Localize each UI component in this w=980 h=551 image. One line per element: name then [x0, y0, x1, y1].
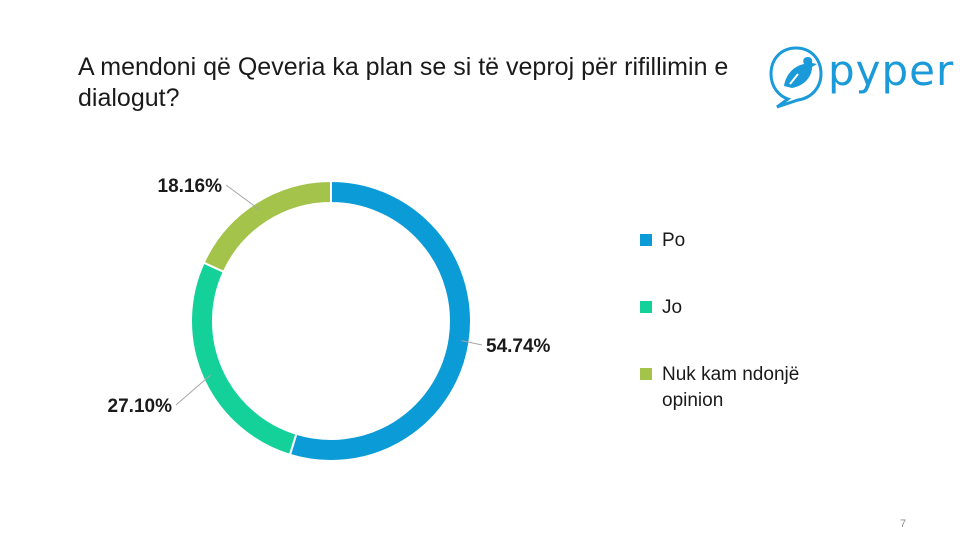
donut-chart: 54.74% 27.10% 18.16%: [108, 176, 551, 462]
slice-jo: [190, 261, 298, 457]
pyper-logo: pyper: [768, 44, 968, 114]
legend-item-jo: Jo: [640, 295, 860, 321]
legend-swatch: [640, 234, 652, 246]
data-label: 54.74%: [486, 336, 551, 357]
slice-po: [288, 179, 472, 462]
legend-swatch: [640, 368, 652, 380]
page-number: 7: [900, 518, 907, 530]
legend-item-no-opinion: Nuk kam ndonjë opinion: [640, 362, 860, 414]
bird-icon: [769, 46, 823, 109]
logo-text: pyper: [828, 46, 955, 95]
leader-line: [461, 340, 483, 346]
slide-title: A mendoni që Qeveria ka plan se si të ve…: [78, 53, 729, 112]
legend-swatch: [640, 301, 652, 313]
legend-label: Jo: [662, 297, 683, 318]
data-label: 27.10%: [108, 396, 173, 417]
slice-no-opinion: [202, 179, 332, 274]
legend-label: Nuk kam ndonjë opinion: [662, 364, 800, 411]
data-label: 18.16%: [158, 176, 223, 197]
leader-line: [175, 374, 211, 406]
legend-item-po: Po: [640, 228, 860, 254]
legend-label: Po: [662, 230, 686, 251]
leader-line: [225, 184, 261, 211]
